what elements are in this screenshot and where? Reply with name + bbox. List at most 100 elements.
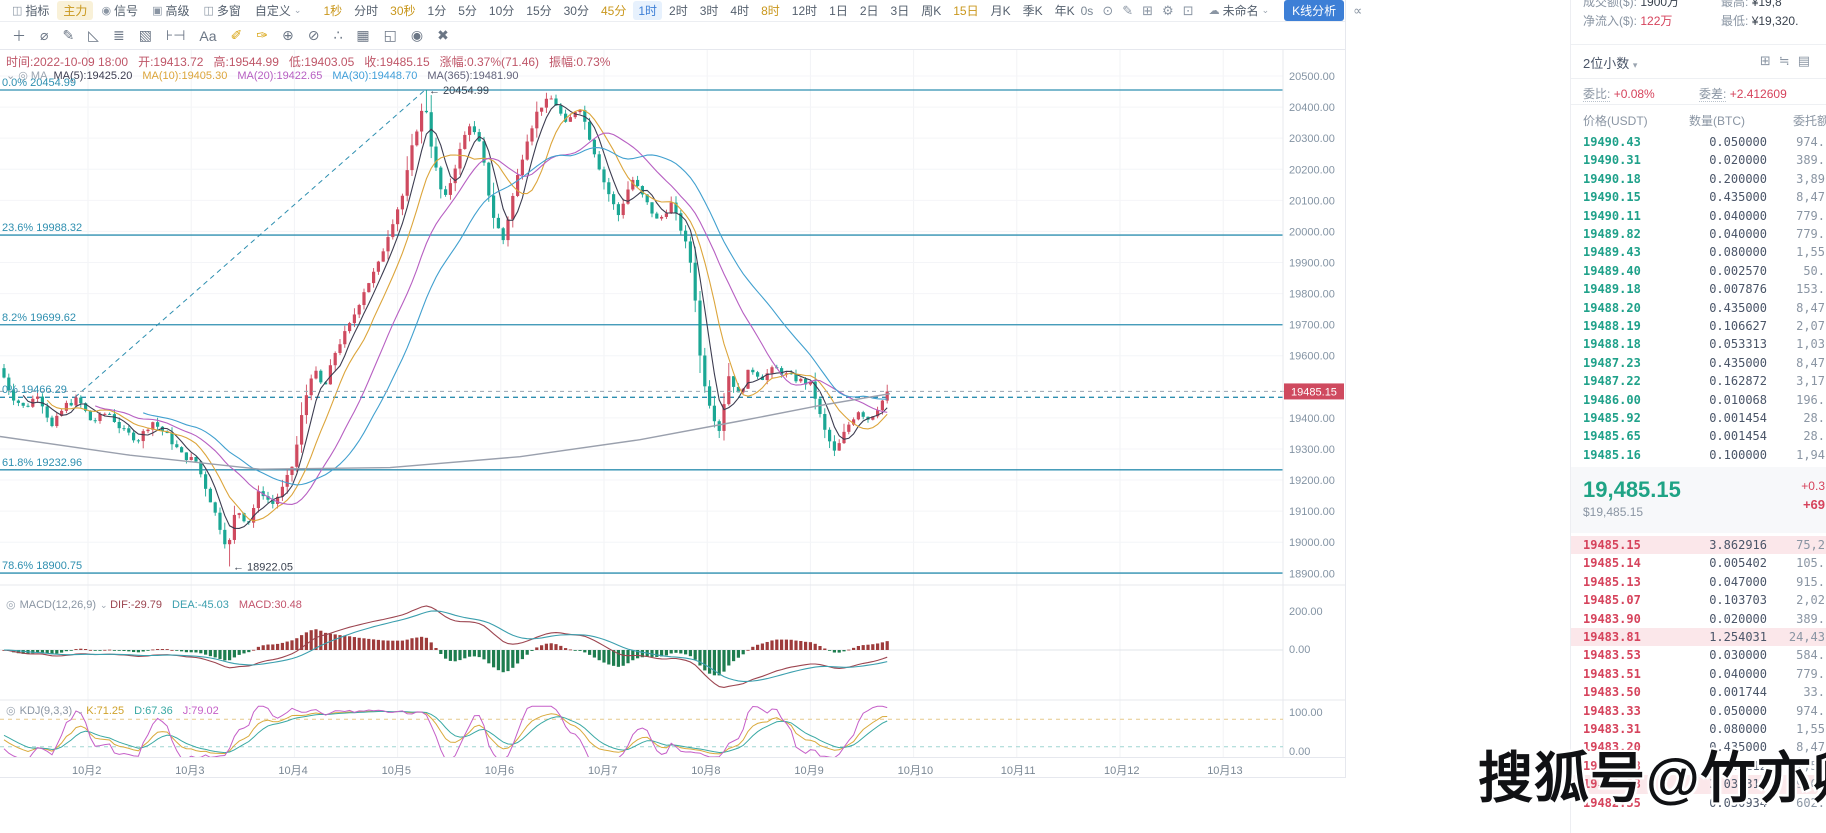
precision-dropdown[interactable]: 2位小数 ▾ <box>1583 56 1638 71</box>
screenshot-icon[interactable]: ⊙ <box>1102 2 1114 18</box>
snapshot-icon[interactable]: ◉ <box>410 27 424 43</box>
tool-signal[interactable]: ◉ 信号 <box>95 1 144 20</box>
timeframe-1秒[interactable]: 1秒 <box>323 4 343 18</box>
timeframe-年K[interactable]: 年K <box>1054 4 1075 18</box>
ask-row[interactable]: 19489.82 0.040000 779. <box>1571 225 1826 243</box>
tool-indicators[interactable]: ◫ 指标 <box>6 1 55 20</box>
bid-row[interactable]: 19485.13 0.047000 915. <box>1571 573 1826 591</box>
ask-row[interactable]: 19488.19 0.106627 2,07 <box>1571 317 1826 335</box>
copy-icon[interactable]: ◱ <box>383 27 397 43</box>
fullscreen-icon[interactable]: ⊡ <box>1182 2 1194 18</box>
timeframe-月K[interactable]: 月K <box>990 4 1011 18</box>
trend-lines-icon[interactable]: ≣ <box>112 27 125 43</box>
ask-row[interactable]: 19490.15 0.435000 8,47 <box>1571 188 1826 206</box>
ask-row[interactable]: 19485.92 0.001454 28. <box>1571 409 1826 427</box>
bid-row[interactable]: 19483.33 0.050000 974. <box>1571 702 1826 720</box>
bid-row[interactable]: 19485.14 0.005402 105. <box>1571 554 1826 572</box>
ask-row[interactable]: 19488.18 0.053313 1,03 <box>1571 335 1826 353</box>
draw-icon[interactable]: ✎ <box>1122 2 1134 18</box>
tool-multi-window[interactable]: ◫ 多窗 <box>197 1 246 20</box>
ask-row[interactable]: 19487.23 0.435000 8,47 <box>1571 354 1826 372</box>
timeframe-30秒[interactable]: 30秒 <box>390 4 416 18</box>
date-axis[interactable]: 10月2 10月3 10月4 10月5 10月6 10月7 10月8 10月9 10月10 10月… <box>0 757 1346 778</box>
bid-row[interactable]: 19482.35 0.030934 602. <box>1571 794 1826 812</box>
timeframe-45分[interactable]: 45分 <box>600 4 627 18</box>
timeframe-30分[interactable]: 30分 <box>563 4 589 18</box>
share-icon[interactable]: ∝ <box>1353 2 1363 18</box>
bid-row[interactable]: 19483.53 0.030000 584. <box>1571 646 1826 664</box>
tool-main-force[interactable]: 主力 <box>57 1 94 20</box>
pin-icon[interactable]: ⊕ <box>282 27 294 43</box>
timeframe-10分[interactable]: 10分 <box>488 4 515 18</box>
ask-row[interactable]: 19485.16 0.100000 1,94 <box>1571 446 1826 464</box>
timeframe-2时[interactable]: 2时 <box>669 4 688 18</box>
tool-custom[interactable]: 自定义 ⌄ <box>249 1 308 20</box>
text-tool-icon[interactable]: Aa <box>199 27 217 44</box>
crosshair-icon[interactable]: ＋ <box>12 27 26 44</box>
candlestick-chart[interactable]: 19485.15 ← 20454.99 ← 18922.05 20500.00 2040… <box>0 50 1346 757</box>
timeframe-1时[interactable]: 1时 <box>633 1 663 20</box>
indicator-value: DIF:-29.79 <box>110 599 163 611</box>
timeframe-5分[interactable]: 5分 <box>458 4 477 18</box>
grid-icon[interactable]: ▦ <box>356 27 370 43</box>
ask-row[interactable]: 19489.40 0.002570 50. <box>1571 262 1826 280</box>
pencil-icon[interactable]: ✎ <box>62 27 75 43</box>
timeframe-分时[interactable]: 分时 <box>354 4 379 18</box>
bid-row[interactable]: 19485.15 3.862916 75,2 <box>1571 536 1826 555</box>
delete-icon[interactable]: ✖ <box>437 27 449 43</box>
timeframe-15分[interactable]: 15分 <box>526 4 552 18</box>
marker-yellow-icon[interactable]: ✐ <box>230 27 243 43</box>
timeframe-周K[interactable]: 周K <box>921 4 942 18</box>
timeframe-2日[interactable]: 2日 <box>859 4 879 18</box>
pop-out-icon[interactable]: ⊞ <box>1759 53 1779 68</box>
timeframe-4时[interactable]: 4时 <box>730 4 750 18</box>
range-icon[interactable]: ⊦⊣ <box>165 27 186 43</box>
depth-merge-icon[interactable]: ≒ <box>1778 53 1798 68</box>
timeframe-12时[interactable]: 12时 <box>791 4 818 18</box>
ask-row[interactable]: 19485.65 0.001454 28. <box>1571 427 1826 445</box>
ask-row[interactable]: 19489.18 0.007876 153. <box>1571 280 1826 298</box>
add-pane-icon[interactable]: ⊞ <box>1142 2 1154 18</box>
ask-row[interactable]: 19490.31 0.020000 389. <box>1571 151 1826 169</box>
bid-row[interactable]: 19483.31 0.080000 1,55 <box>1571 720 1826 738</box>
ask-row[interactable]: 19488.20 0.435000 8,47 <box>1571 299 1826 317</box>
settings-icon[interactable]: ⚙ <box>1162 2 1174 18</box>
shape-icon[interactable]: ▧ <box>138 27 152 43</box>
ask-row[interactable]: 19487.22 0.162872 3,17 <box>1571 372 1826 390</box>
bid-row[interactable]: 19483.90 0.020000 389. <box>1571 610 1826 628</box>
timeframe-3时[interactable]: 3时 <box>699 4 719 18</box>
pattern-icon[interactable]: ∴ <box>333 27 343 43</box>
bid-row[interactable]: 19483.20 0.435000 8,47 <box>1571 738 1826 756</box>
fib-level-label: 23.6% 19988.32 <box>2 222 83 235</box>
bid-row[interactable]: 19482.98 3.031314 59,09 <box>1571 775 1826 794</box>
timeframe-8时[interactable]: 8时 <box>761 4 780 18</box>
tool-advanced[interactable]: ▣ 高级 <box>146 1 195 20</box>
measure-icon[interactable]: ⌀ <box>40 27 49 43</box>
kline-analysis-button[interactable]: K线分析 <box>1284 0 1345 21</box>
macd-legend[interactable]: ◎ MACD(12,26,9) ⌄ DIF:-29.79 DEA:-45.03 MACD… <box>6 598 312 611</box>
bid-row[interactable]: 19483.50 0.001744 33. <box>1571 683 1826 701</box>
eraser-icon[interactable]: ⊘ <box>307 27 320 43</box>
kdj-legend[interactable]: ◎ KDJ(9,3,3) ⌄ K:71.25 D:67.36 J:79.02 <box>6 704 229 717</box>
timeframe-1分[interactable]: 1分 <box>427 4 447 18</box>
list-view-icon[interactable]: ▤ <box>1797 53 1818 68</box>
ruler-icon[interactable]: ◺ <box>88 27 99 43</box>
ask-row[interactable]: 19490.43 0.050000 974. <box>1571 133 1826 151</box>
bid-row[interactable]: 19483.18 0.131212 2,55 <box>1571 757 1826 775</box>
bid-row[interactable]: 19483.51 0.040000 779. <box>1571 665 1826 683</box>
ask-row[interactable]: 19486.00 0.010068 196. <box>1571 391 1826 409</box>
ask-row[interactable]: 19489.43 0.080000 1,55 <box>1571 243 1826 261</box>
last-price-block[interactable]: 19,485.15 $19,485.15 +0.3 +69 <box>1571 467 1826 533</box>
ask-row[interactable]: 19490.11 0.040000 779. <box>1571 207 1826 225</box>
timeframe-15日[interactable]: 15日 <box>953 4 979 18</box>
bid-row[interactable]: 19483.81 1.254031 24,43 <box>1571 628 1826 647</box>
ma-legend[interactable]: ⌄ ◎ MA MA(5):19425.20 MA(10):19405.30 MA(20… <box>6 69 528 82</box>
ask-row[interactable]: 19490.18 0.200000 3,89 <box>1571 170 1826 188</box>
timeframe-1日[interactable]: 1日 <box>829 4 848 18</box>
marker2-yellow-icon[interactable]: ✑ <box>256 27 268 43</box>
timeframe-季K[interactable]: 季K <box>1022 4 1043 18</box>
fib-level-label: 61.8% 19232.96 <box>2 456 83 469</box>
bid-row[interactable]: 19485.07 0.103703 2,02 <box>1571 591 1826 609</box>
layout-selector[interactable]: ☁ 未命名 ⌄ <box>1203 1 1276 20</box>
timeframe-3日[interactable]: 3日 <box>890 4 910 18</box>
